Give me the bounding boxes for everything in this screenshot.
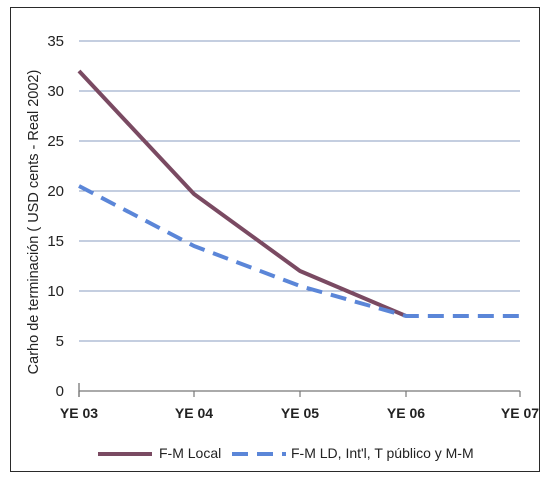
x-tick-label: YE 07	[501, 405, 539, 421]
y-tick-label: 25	[47, 133, 64, 150]
legend-label-f-m-local: F-M Local	[159, 445, 221, 461]
gridlines	[79, 40, 520, 342]
series-line-2	[78, 184, 520, 318]
series-line-1	[77, 69, 407, 318]
legend: F-M Local F-M LD, Int'l, T público y M-M	[98, 445, 474, 461]
x-tick-label: YE 06	[387, 405, 425, 421]
axes	[78, 383, 521, 397]
legend-label-f-m-ld: F-M LD, Int'l, T público y M-M	[291, 445, 474, 461]
x-tick-labels: YE 03 YE 04 YE 05 YE 06 YE 07	[60, 405, 539, 421]
y-tick-label: 0	[56, 383, 64, 400]
y-tick-label: 35	[47, 33, 64, 50]
x-tick-label: YE 04	[175, 405, 213, 421]
chart-frame	[10, 7, 540, 472]
y-tick-label: 30	[47, 83, 64, 100]
y-axis-title: Carho de terminación ( USD cents - Real …	[26, 70, 42, 375]
y-tick-label: 10	[47, 283, 64, 300]
x-tick-label: YE 05	[281, 405, 319, 421]
y-tick-label: 20	[47, 183, 64, 200]
y-tick-labels: 0 5 10 15 20 25 30 35	[47, 33, 64, 400]
x-tick-label: YE 03	[60, 405, 98, 421]
y-tick-label: 5	[56, 333, 64, 350]
series-lines	[77, 69, 520, 318]
y-tick-label: 15	[47, 233, 64, 250]
